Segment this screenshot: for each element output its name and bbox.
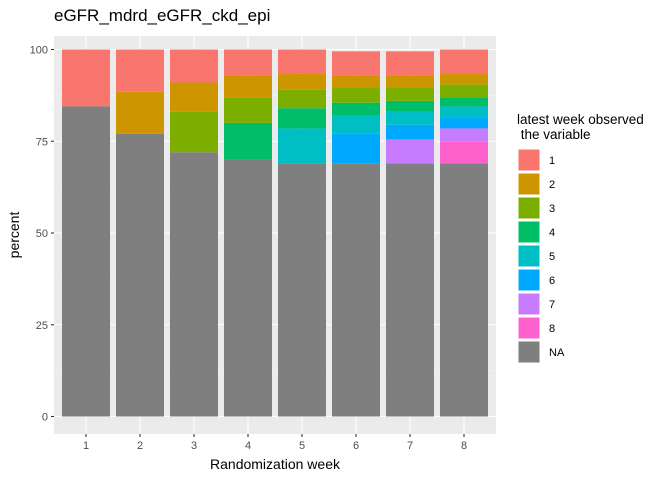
bar-segment-2-week-7 (386, 75, 434, 89)
y-tick-label: 75 (36, 136, 48, 148)
bar-segment-NA-week-6 (332, 163, 380, 417)
x-tick-label: 5 (299, 440, 305, 452)
legend-title-line-1: latest week observed (517, 112, 644, 127)
legend-title-line-2: the variable (517, 127, 591, 142)
legend-key-8 (517, 316, 541, 340)
bar-segment-NA-week-4 (224, 159, 272, 417)
bar-segment-5-week-5 (278, 128, 326, 164)
bar-segment-2-week-2 (116, 91, 164, 134)
bar-segment-1-week-4 (224, 49, 272, 76)
legend-key-2 (517, 172, 541, 196)
bar-segment-NA-week-1 (62, 106, 110, 417)
legend-key-1 (517, 148, 541, 172)
bar-segment-1-week-7 (386, 51, 434, 76)
bar-segment-3-week-6 (332, 88, 380, 103)
bar-segment-3-week-5 (278, 89, 326, 109)
x-tick-label: 8 (461, 440, 467, 452)
bar-segment-NA-week-7 (386, 163, 434, 417)
bar-segment-NA-week-3 (170, 152, 218, 417)
legend-label-6: 6 (549, 275, 555, 287)
legend-key-NA (517, 340, 541, 364)
bar-segment-3-week-3 (170, 111, 218, 153)
legend-label-8: 8 (549, 323, 555, 335)
bar-segment-3-week-8 (440, 84, 488, 98)
bar-segment-4-week-6 (332, 102, 380, 116)
x-axis-title: Randomization week (210, 456, 341, 472)
legend-key-3 (517, 196, 541, 220)
legend-label-2: 2 (549, 179, 555, 191)
x-tick-label: 3 (191, 440, 197, 452)
legend: latest week observed the variable 1 2 3 4 5 6… (517, 112, 648, 364)
bar-segment-2-week-8 (440, 73, 488, 85)
bar-segment-2-week-4 (224, 75, 272, 98)
legend-title: latest week observed the variable (517, 112, 648, 142)
bars (62, 49, 488, 417)
legend-label-4: 4 (549, 227, 555, 239)
bar-segment-NA-week-8 (440, 163, 488, 417)
legend-label-7: 7 (549, 299, 555, 311)
legend-label-5: 5 (549, 251, 555, 263)
x-tick-label: 4 (245, 440, 251, 452)
bar-segment-3-week-4 (224, 97, 272, 123)
bar-segment-1-week-8 (440, 49, 488, 74)
bar-segment-6-week-6 (332, 133, 380, 164)
bar-segment-NA-week-5 (278, 163, 326, 417)
bar-segment-4-week-5 (278, 108, 326, 129)
bar-segment-5-week-7 (386, 111, 434, 125)
x-tick-label: 7 (407, 440, 413, 452)
legend-key-4 (517, 220, 541, 244)
axes: 0 25 50 75 100 1 2 3 4 5 6 7 8 (30, 45, 467, 453)
x-tick-label: 2 (137, 440, 143, 452)
bar-segment-5-week-6 (332, 115, 380, 134)
bar-segment-1-week-5 (278, 49, 326, 74)
legend-label-3: 3 (549, 203, 555, 215)
bar-segment-7-week-8 (440, 128, 488, 142)
bar-segment-4-week-4 (224, 122, 272, 160)
bar-segment-1-week-6 (332, 51, 380, 76)
bar-segment-2-week-3 (170, 82, 218, 112)
bar-segment-2-week-5 (278, 73, 326, 90)
bar-segment-8-week-8 (440, 141, 488, 164)
bar-segment-6-week-7 (386, 124, 434, 140)
bar-segment-1-week-2 (116, 49, 164, 92)
bar-segment-5-week-8 (440, 106, 488, 118)
bar-segment-2-week-6 (332, 75, 380, 89)
legend-key-7 (517, 292, 541, 316)
y-axis-title: percent (6, 212, 22, 259)
bar-segment-6-week-8 (440, 117, 488, 129)
legend-key-6 (517, 268, 541, 292)
x-tick-label: 1 (83, 440, 89, 452)
bar-segment-7-week-7 (386, 139, 434, 164)
bar-segment-4-week-7 (386, 100, 434, 112)
chart-title: eGFR_mdrd_eGFR_ckd_epi (54, 6, 270, 25)
y-tick-label: 50 (36, 228, 48, 240)
bar-segment-4-week-8 (440, 97, 488, 107)
y-tick-label: 0 (42, 412, 48, 424)
bar-segment-3-week-7 (386, 88, 434, 101)
legend-key-5 (517, 244, 541, 268)
y-tick-label: 100 (30, 45, 48, 57)
legend-label-NA: NA (549, 347, 565, 359)
bar-segment-NA-week-2 (116, 133, 164, 417)
bar-segment-1-week-1 (62, 49, 110, 107)
x-tick-label: 6 (353, 440, 359, 452)
bar-segment-1-week-3 (170, 49, 218, 83)
y-tick-label: 25 (36, 320, 48, 332)
legend-label-1: 1 (549, 155, 555, 167)
